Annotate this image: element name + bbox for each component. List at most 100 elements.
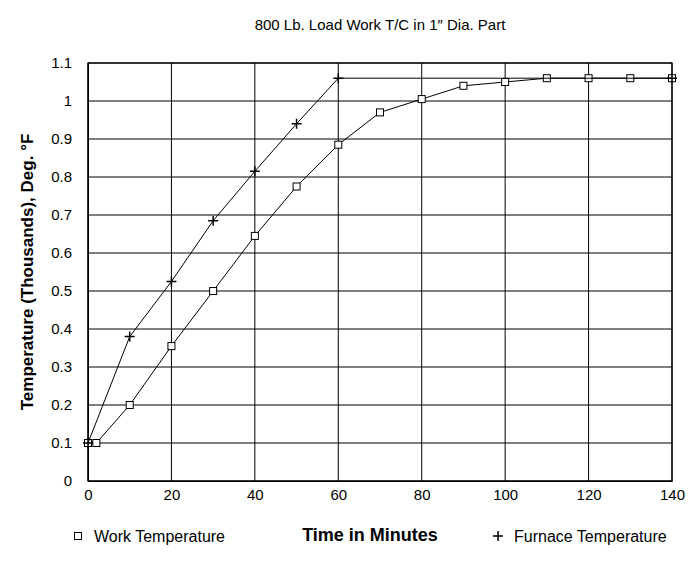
marker-group [502, 79, 509, 86]
y-tick-label: 0.3 [51, 358, 72, 375]
grid-line-x [588, 63, 589, 481]
x-tick: 20 [164, 481, 181, 503]
legend-item: Work Temperature [75, 528, 226, 545]
x-tick-label: 120 [577, 486, 602, 503]
grid-line-x [171, 63, 172, 481]
y-tick-label: 0.6 [51, 244, 72, 261]
y-tick-label: 0.1 [51, 434, 72, 451]
point-marker [83, 438, 93, 448]
marker-group [418, 96, 425, 103]
plot-area [83, 73, 677, 448]
y-tick-label: 0.8 [51, 168, 72, 185]
y-tick-label: 0.2 [51, 396, 72, 413]
y-axis: 0 0.1 0.2 0.3 0.4 0.5 0.6 0.7 0.8 0.9 1 1.1 [51, 54, 88, 489]
series-line [88, 78, 672, 443]
y-axis-title: Temperature (Thousands), Deg. °F [18, 134, 37, 411]
marker-group [250, 166, 260, 176]
y-tick-label: 0.5 [51, 282, 72, 299]
y-tick: 0 [64, 472, 88, 489]
point-marker [208, 216, 218, 226]
grid-line-x [505, 63, 506, 481]
point-marker [93, 440, 100, 447]
point-marker [293, 183, 300, 190]
x-axis-title: Time in Minutes [302, 525, 438, 545]
point-marker [292, 119, 302, 129]
marker-group [377, 109, 384, 116]
grid-line-y [88, 215, 672, 216]
grid-line-y [88, 405, 672, 406]
marker-group [208, 216, 218, 226]
y-tick: 0.4 [51, 320, 88, 337]
marker-group [125, 332, 135, 342]
y-tick-label: 0.7 [51, 206, 72, 223]
point-marker [377, 109, 384, 116]
grid-line-y [88, 291, 672, 292]
marker-group [292, 119, 302, 129]
x-axis-line [89, 481, 673, 482]
point-marker [335, 141, 342, 148]
x-tick: 120 [577, 481, 602, 503]
y-tick: 0.1 [51, 434, 88, 451]
grid-line-y [88, 367, 672, 368]
y-tick: 1 [64, 92, 88, 109]
point-marker [460, 82, 467, 89]
y-tick: 0.3 [51, 358, 88, 375]
x-axis: 0 20 40 60 80 100 120 140 [84, 481, 685, 503]
x-tick-label: 0 [84, 486, 92, 503]
legend: Work Temperature Furnace Temperature [75, 528, 667, 545]
point-marker [333, 73, 343, 83]
marker-group [667, 73, 677, 83]
legend-marker [75, 533, 82, 540]
marker-group [93, 440, 100, 447]
y-tick-label: 0 [64, 472, 72, 489]
y-tick: 0.7 [51, 206, 88, 223]
x-tick-label: 20 [164, 486, 181, 503]
x-tick: 100 [493, 481, 518, 503]
y-tick: 0.6 [51, 244, 88, 261]
marker-group [210, 288, 217, 295]
point-marker [502, 79, 509, 86]
legend-label: Work Temperature [94, 528, 225, 545]
x-tick: 140 [660, 481, 685, 503]
x-tick-label: 140 [660, 486, 685, 503]
grid-line-x [338, 63, 339, 481]
x-tick-label: 40 [247, 486, 264, 503]
marker-group [168, 343, 175, 350]
y-tick-label: 0.4 [51, 320, 72, 337]
y-tick: 0.9 [51, 130, 88, 147]
marker-group [83, 438, 93, 448]
chart-title: 800 Lb. Load Work T/C in 1″ Dia. Part [255, 16, 507, 33]
x-tick-label: 60 [330, 486, 347, 503]
y-tick-label: 1 [64, 92, 72, 109]
point-marker [125, 332, 135, 342]
grid-line-y [88, 177, 672, 178]
y-tick: 1.1 [51, 54, 88, 71]
grid-line-y [88, 443, 672, 444]
point-marker [418, 96, 425, 103]
legend-marker [493, 531, 503, 541]
plot-frame [88, 63, 672, 481]
point-marker [210, 288, 217, 295]
y-tick: 0.2 [51, 396, 88, 413]
marker-group [166, 277, 176, 287]
grid [88, 63, 672, 481]
series-line [88, 78, 672, 443]
grid-line-y [88, 139, 672, 140]
grid-line-y [88, 101, 672, 102]
y-tick-label: 1.1 [51, 54, 72, 71]
point-marker [667, 73, 677, 83]
legend-item: Furnace Temperature [493, 528, 667, 545]
y-tick: 0.8 [51, 168, 88, 185]
point-marker [251, 232, 258, 239]
x-tick-label: 80 [414, 486, 431, 503]
legend-label: Furnace Temperature [514, 528, 667, 545]
grid-line-x [421, 63, 422, 481]
grid-line-y [88, 253, 672, 254]
grid-line-y [88, 329, 672, 330]
x-tick: 80 [414, 481, 431, 503]
y-tick-label: 0.9 [51, 130, 72, 147]
x-tick: 40 [247, 481, 264, 503]
point-marker [126, 402, 133, 409]
x-tick: 60 [330, 481, 347, 503]
chart: 0 20 40 60 80 100 120 140 0 0.1 0.2 0.3 0.4 0.5 0.6 0.7… [0, 0, 700, 563]
